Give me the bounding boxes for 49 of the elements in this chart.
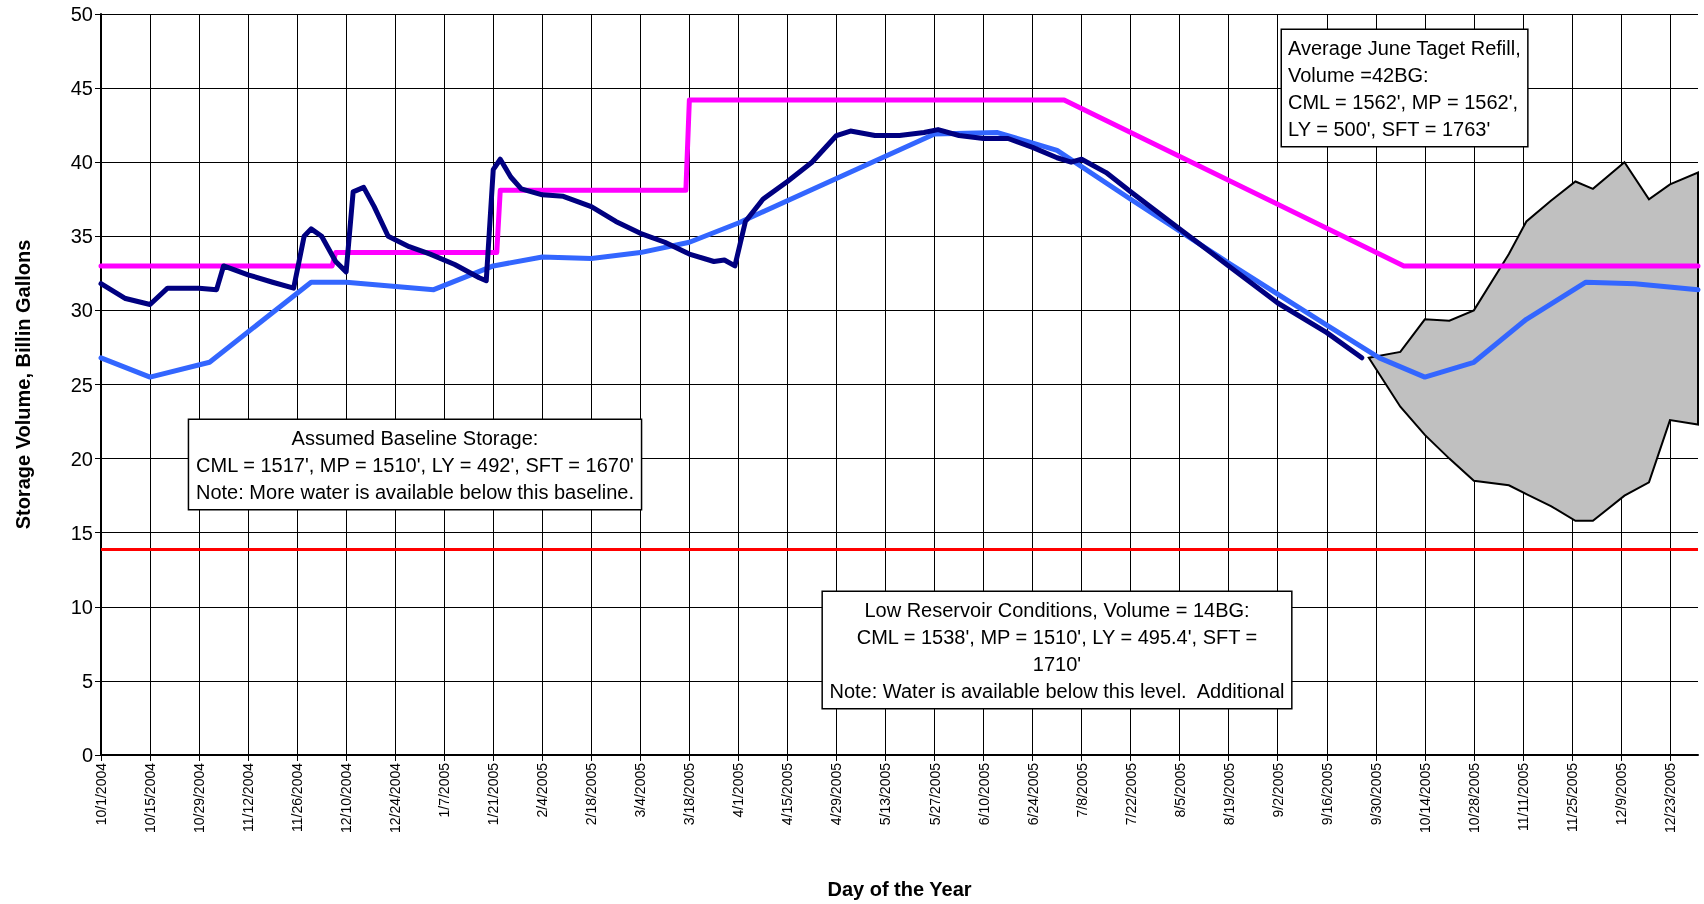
annotation: Low Reservoir Conditions, Volume = 14BG: CML = 1538', MP = 1510', LY = 495.4', SFT = 1710' Note: Water is available below this level. Additional (829, 598, 1285, 702)
x-tick-label: 5/27/2005 (926, 762, 943, 826)
x-tick-label: 12/9/2005 (1612, 762, 1629, 826)
x-tick-label: 11/25/2005 (1563, 762, 1580, 833)
x-tick-label: 2/4/2005 (534, 762, 551, 818)
x-tick-label: 3/4/2005 (632, 762, 649, 818)
x-tick-label: 10/14/2005 (1416, 762, 1433, 834)
y-tick-label: 25 (70, 373, 93, 396)
y-tick-label: 35 (70, 225, 93, 248)
x-tick-label: 9/16/2005 (1318, 762, 1335, 826)
x-tick-label: 3/18/2005 (681, 762, 698, 826)
x-tick-label: 8/19/2005 (1220, 762, 1237, 826)
x-tick-label: 11/11/2005 (1514, 762, 1531, 831)
x-tick-label: 1/7/2005 (436, 762, 453, 818)
x-tick-label: 7/22/2005 (1122, 762, 1139, 826)
x-tick-label: 11/12/2004 (240, 762, 257, 833)
y-tick-label: 50 (70, 3, 93, 25)
x-tick-label: 9/2/2005 (1269, 762, 1286, 818)
x-tick-label: 7/8/2005 (1073, 762, 1090, 818)
x-tick-label: 6/10/2005 (975, 762, 992, 826)
x-tick-label: 8/5/2005 (1171, 762, 1188, 818)
x-tick-label: 6/24/2005 (1024, 762, 1041, 826)
annotation: Average June Taget Refill, Volume =42BG: CML = 1562', MP = 1562', LY = 500', SFT = 1763' (1288, 36, 1521, 140)
x-tick-label: 12/23/2005 (1661, 762, 1678, 834)
x-tick-label: 4/1/2005 (730, 762, 747, 818)
x-tick-label: 2/18/2005 (583, 762, 600, 826)
y-tick-label: 30 (70, 299, 93, 322)
x-tick-label: 10/15/2004 (142, 762, 159, 834)
x-tick-label: 12/10/2004 (338, 762, 355, 834)
x-tick-label: 10/1/2004 (93, 762, 109, 826)
y-tick-label: 5 (81, 669, 93, 692)
y-tick-label: 15 (70, 521, 93, 544)
x-tick-label: 1/21/2005 (485, 762, 502, 826)
x-tick-label: 9/30/2005 (1367, 762, 1384, 826)
x-tick-label: 11/26/2004 (289, 762, 306, 833)
x-axis-title: Day of the Year (827, 878, 972, 900)
x-tick-label: 4/15/2005 (779, 762, 796, 826)
y-tick-label: 0 (81, 744, 93, 766)
y-tick-label: 40 (70, 151, 93, 174)
y-tick-label: 20 (70, 447, 93, 470)
x-tick-label: 5/13/2005 (877, 762, 894, 826)
x-tick-label: 4/29/2005 (828, 762, 845, 826)
x-tick-label: 12/24/2004 (387, 762, 404, 834)
y-tick-label: 10 (70, 595, 93, 618)
y-axis-title: Storage Volume, Billin Gallons (12, 239, 34, 530)
annotation: Assumed Baseline Storage: CML = 1517', MP = 1510', LY = 492', SFT = 1670' Note: More water is available below this baseline. (196, 426, 634, 503)
y-tick-label: 45 (70, 77, 93, 100)
x-tick-label: 10/28/2005 (1465, 762, 1482, 834)
x-tick-label: 10/29/2004 (191, 762, 208, 834)
